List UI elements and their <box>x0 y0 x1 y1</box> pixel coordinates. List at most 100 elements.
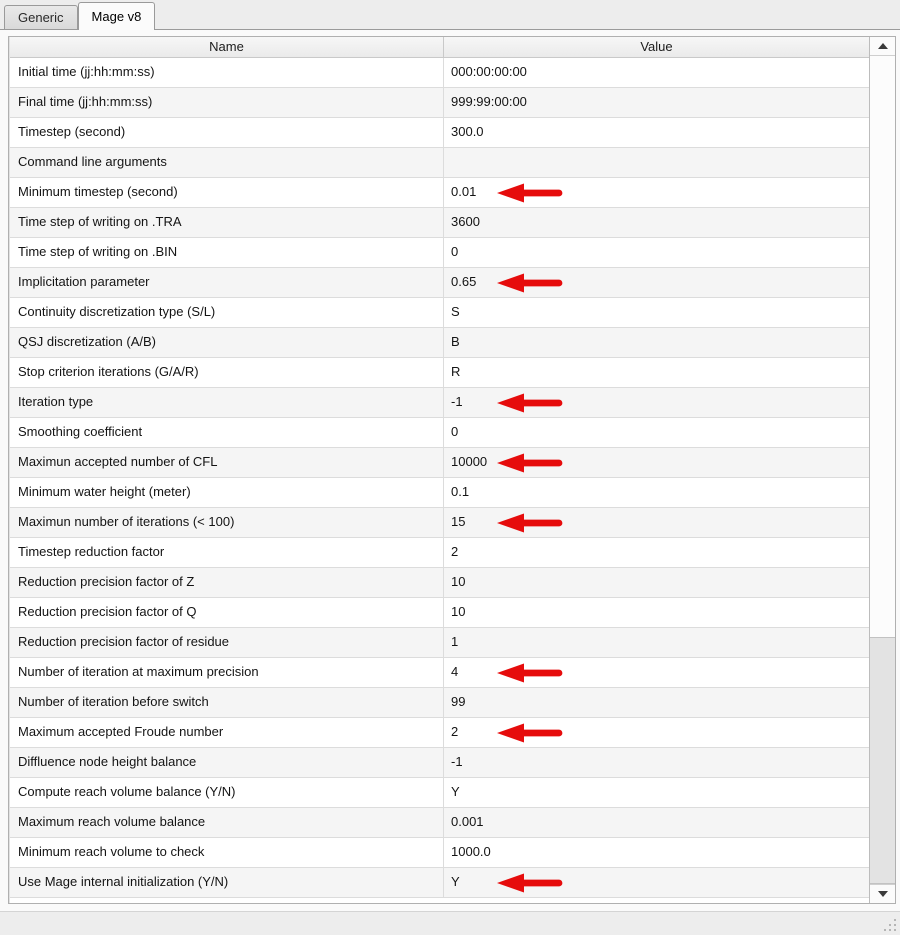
table-row[interactable]: Minimum water height (meter) 0.1 <box>10 478 869 508</box>
param-value-cell[interactable]: 10000 <box>444 448 869 477</box>
param-name-cell[interactable]: Timestep (second) <box>10 118 444 147</box>
param-name-cell[interactable]: Minimum reach volume to check <box>10 838 444 867</box>
param-value-cell[interactable]: 1 <box>444 628 869 657</box>
param-name-cell[interactable]: Minimum water height (meter) <box>10 478 444 507</box>
param-value-cell[interactable]: 10 <box>444 568 869 597</box>
table-row[interactable]: Maximun accepted number of CFL 10000 <box>10 448 869 478</box>
table-row[interactable]: Time step of writing on .BIN 0 <box>10 238 869 268</box>
param-name-cell[interactable]: Reduction precision factor of residue <box>10 628 444 657</box>
param-name-cell[interactable]: Maximun accepted number of CFL <box>10 448 444 477</box>
table-row[interactable]: Maximum reach volume balance 0.001 <box>10 808 869 838</box>
table-row[interactable]: Diffluence node height balance -1 <box>10 748 869 778</box>
tab-mage-v8[interactable]: Mage v8 <box>77 2 156 30</box>
param-value-cell[interactable]: 99 <box>444 688 869 717</box>
param-name-cell[interactable]: Minimum timestep (second) <box>10 178 444 207</box>
scrollbar-track[interactable] <box>870 56 895 884</box>
param-value-text: 1000.0 <box>451 844 491 859</box>
param-value-cell[interactable]: Y <box>444 868 869 897</box>
param-name-cell[interactable]: Time step of writing on .BIN <box>10 238 444 267</box>
param-name-cell[interactable]: Initial time (jj:hh:mm:ss) <box>10 58 444 87</box>
param-value-cell[interactable]: 0.001 <box>444 808 869 837</box>
param-name-cell[interactable]: Number of iteration at maximum precision <box>10 658 444 687</box>
table-row[interactable]: Maximum accepted Froude number 2 <box>10 718 869 748</box>
param-name-cell[interactable]: Reduction precision factor of Q <box>10 598 444 627</box>
param-name-cell[interactable]: Number of iteration before switch <box>10 688 444 717</box>
param-value-cell[interactable]: 000:00:00:00 <box>444 58 869 87</box>
param-name-cell[interactable]: Reduction precision factor of Z <box>10 568 444 597</box>
param-name-cell[interactable]: Maximum reach volume balance <box>10 808 444 837</box>
scrollbar-thumb[interactable] <box>870 637 895 884</box>
table-row[interactable]: Use Mage internal initialization (Y/N) Y <box>10 868 869 898</box>
resize-grip-icon[interactable] <box>883 918 897 932</box>
param-name-cell[interactable]: Continuity discretization type (S/L) <box>10 298 444 327</box>
param-value-cell[interactable]: 0.65 <box>444 268 869 297</box>
param-value-cell[interactable]: 4 <box>444 658 869 687</box>
param-name-cell[interactable]: Command line arguments <box>10 148 444 177</box>
param-value-cell[interactable]: 3600 <box>444 208 869 237</box>
vertical-scrollbar[interactable] <box>869 37 895 903</box>
param-value-text: 15 <box>451 514 466 529</box>
param-value-cell[interactable]: -1 <box>444 388 869 417</box>
table-row[interactable]: Initial time (jj:hh:mm:ss) 000:00:00:00 <box>10 58 869 88</box>
table-row[interactable]: Minimum timestep (second) 0.01 <box>10 178 869 208</box>
param-value-cell[interactable]: S <box>444 298 869 327</box>
param-value-text: R <box>451 364 461 379</box>
param-value-cell[interactable] <box>444 148 869 177</box>
param-value-text: -1 <box>451 754 463 769</box>
param-name-cell[interactable]: Compute reach volume balance (Y/N) <box>10 778 444 807</box>
param-value-cell[interactable]: -1 <box>444 748 869 777</box>
param-value-cell[interactable]: 300.0 <box>444 118 869 147</box>
table-row[interactable]: Reduction precision factor of residue 1 <box>10 628 869 658</box>
table-row[interactable]: Command line arguments <box>10 148 869 178</box>
table-row[interactable]: Minimum reach volume to check 1000.0 <box>10 838 869 868</box>
param-value-cell[interactable]: 15 <box>444 508 869 537</box>
table-row[interactable]: QSJ discretization (A/B) B <box>10 328 869 358</box>
table-row[interactable]: Smoothing coefficient 0 <box>10 418 869 448</box>
table-row[interactable]: Time step of writing on .TRA 3600 <box>10 208 869 238</box>
param-value-cell[interactable]: 0.01 <box>444 178 869 207</box>
param-name-cell[interactable]: Maximum accepted Froude number <box>10 718 444 747</box>
scroll-up-button[interactable] <box>870 37 895 56</box>
table-row[interactable]: Number of iteration at maximum precision… <box>10 658 869 688</box>
param-name-cell[interactable]: QSJ discretization (A/B) <box>10 328 444 357</box>
table-row[interactable]: Maximun number of iterations (< 100) 15 <box>10 508 869 538</box>
param-name-cell[interactable]: Use Mage internal initialization (Y/N) <box>10 868 444 897</box>
table-row[interactable]: Timestep reduction factor 2 <box>10 538 869 568</box>
param-value-cell[interactable]: 2 <box>444 538 869 567</box>
param-name-cell[interactable]: Implicitation parameter <box>10 268 444 297</box>
param-name-cell[interactable]: Final time (jj:hh:mm:ss) <box>10 88 444 117</box>
table-row[interactable]: Reduction precision factor of Z 10 <box>10 568 869 598</box>
scroll-down-button[interactable] <box>870 884 895 903</box>
table-row[interactable]: Continuity discretization type (S/L) S <box>10 298 869 328</box>
param-name-cell[interactable]: Smoothing coefficient <box>10 418 444 447</box>
column-header-value[interactable]: Value <box>640 39 673 54</box>
param-value-cell[interactable]: R <box>444 358 869 387</box>
table-row[interactable]: Stop criterion iterations (G/A/R) R <box>10 358 869 388</box>
param-value-cell[interactable]: 0 <box>444 238 869 267</box>
tab-generic[interactable]: Generic <box>4 5 78 30</box>
table-row[interactable]: Final time (jj:hh:mm:ss) 999:99:00:00 <box>10 88 869 118</box>
param-value-cell[interactable]: B <box>444 328 869 357</box>
table-row[interactable]: Reduction precision factor of Q 10 <box>10 598 869 628</box>
param-name-cell[interactable]: Iteration type <box>10 388 444 417</box>
param-name-cell[interactable]: Diffluence node height balance <box>10 748 444 777</box>
param-value-cell[interactable]: 2 <box>444 718 869 747</box>
param-value-cell[interactable]: 1000.0 <box>444 838 869 867</box>
table-row[interactable]: Compute reach volume balance (Y/N) Y <box>10 778 869 808</box>
table-row[interactable]: Iteration type -1 <box>10 388 869 418</box>
table-row[interactable]: Timestep (second) 300.0 <box>10 118 869 148</box>
param-value-text: 0.01 <box>451 184 477 199</box>
column-header-name[interactable]: Name <box>10 37 444 57</box>
param-name-cell[interactable]: Timestep reduction factor <box>10 538 444 567</box>
param-value-cell[interactable]: 0 <box>444 418 869 447</box>
table-row[interactable]: Number of iteration before switch 99 <box>10 688 869 718</box>
param-value-text: B <box>451 334 460 349</box>
param-value-cell[interactable]: 10 <box>444 598 869 627</box>
table-row[interactable]: Implicitation parameter 0.65 <box>10 268 869 298</box>
param-value-cell[interactable]: 0.1 <box>444 478 869 507</box>
param-name-cell[interactable]: Maximun number of iterations (< 100) <box>10 508 444 537</box>
param-name-cell[interactable]: Time step of writing on .TRA <box>10 208 444 237</box>
param-name-cell[interactable]: Stop criterion iterations (G/A/R) <box>10 358 444 387</box>
param-value-cell[interactable]: Y <box>444 778 869 807</box>
param-value-cell[interactable]: 999:99:00:00 <box>444 88 869 117</box>
